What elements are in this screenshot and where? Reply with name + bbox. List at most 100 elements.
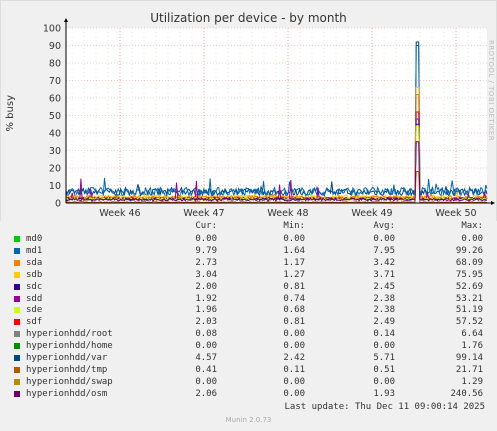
legend-value-avg: 0.51	[373, 364, 395, 375]
y-tick-label: 90	[49, 41, 61, 52]
legend-value-cur: 1.96	[195, 305, 217, 316]
y-tick-label: 40	[49, 129, 61, 140]
legend-value-min: 0.00	[283, 388, 305, 399]
legend-swatch	[14, 319, 20, 326]
legend-value-min: 0.68	[283, 305, 305, 316]
legend-value-cur: 0.00	[195, 234, 217, 244]
legend-row: md1 9.79 1.64 7.95 99.26	[0, 245, 497, 257]
legend-value-min: 0.00	[283, 341, 305, 352]
y-tick-label: 30	[49, 146, 61, 157]
legend-value-cur: 1.92	[195, 293, 217, 304]
chart-line-md1	[65, 45, 488, 198]
legend-value-avg: 1.93	[373, 388, 395, 399]
legend-row: md0 0.00 0.00 0.00 0.00	[0, 233, 497, 245]
legend-row: sda 2.73 1.17 3.42 68.09	[0, 257, 497, 269]
legend-value-min: 1.64	[283, 245, 305, 256]
legend-value-cur: 0.41	[195, 364, 217, 375]
legend-swatch	[14, 283, 20, 290]
legend-swatch	[14, 307, 20, 314]
y-tick-label: 50	[49, 111, 61, 122]
legend-row: sdd 1.92 0.74 2.38 53.21	[0, 293, 497, 305]
legend-series-name: hyperionhdd/root	[26, 329, 113, 340]
legend-swatch	[14, 259, 20, 266]
legend-value-max: 51.19	[455, 305, 483, 316]
legend-value-avg: 0.00	[373, 234, 395, 244]
legend-header: Cur:	[195, 221, 217, 231]
legend-value-cur: 2.00	[195, 281, 217, 292]
legend-row: sde 1.96 0.68 2.38 51.19	[0, 304, 497, 316]
legend-value-min: 0.00	[283, 234, 305, 244]
legend-value-max: 21.71	[455, 364, 483, 375]
chart-line-osm	[65, 141, 488, 202]
legend-swatch	[14, 366, 20, 373]
x-tick-label: Week 49	[351, 208, 392, 219]
legend-swatch	[14, 390, 20, 397]
legend-swatch	[14, 247, 20, 254]
legend-value-min: 0.00	[283, 329, 305, 340]
legend-series-name: hyperionhdd/swap	[26, 376, 113, 387]
y-tick-label: 0	[55, 199, 61, 210]
y-tick-label: 10	[49, 181, 61, 192]
legend-value-avg: 2.38	[373, 293, 395, 304]
legend-value-cur: 3.04	[195, 269, 217, 280]
legend-row: sdf 2.03 0.81 2.49 57.52	[0, 316, 497, 328]
legend-series-name: sdb	[26, 269, 43, 280]
legend-series-name: hyperionhdd/home	[26, 341, 113, 352]
y-tick-label: 80	[49, 59, 61, 70]
legend-row: hyperionhdd/swap 0.00 0.00 0.00 1.29	[0, 376, 497, 388]
legend-value-max: 99.14	[455, 353, 483, 363]
legend-header: Avg:	[373, 221, 395, 231]
legend-series-name: sde	[26, 305, 43, 316]
legend-row: hyperionhdd/root 0.08 0.00 0.14 6.64	[0, 328, 497, 340]
legend-row: sdb 3.04 1.27 3.71 75.95	[0, 269, 497, 281]
legend-value-cur: 9.79	[195, 245, 217, 256]
legend-value-cur: 0.00	[195, 341, 217, 352]
x-tick-label: Week 50	[435, 208, 476, 219]
legend-series-name: sdf	[26, 317, 43, 328]
y-tick-label: 70	[49, 76, 61, 87]
legend-swatch	[14, 236, 20, 242]
legend-series-name: sdc	[26, 281, 43, 292]
legend-value-avg: 0.00	[373, 341, 395, 352]
legend-value-min: 0.11	[283, 364, 305, 375]
legend-value-min: 2.42	[283, 353, 305, 363]
legend-value-min: 0.81	[283, 317, 305, 328]
legend-value-cur: 2.03	[195, 317, 217, 328]
legend-value-min: 0.74	[283, 293, 305, 304]
legend-value-min: 0.81	[283, 281, 305, 292]
legend-value-cur: 0.08	[195, 329, 217, 340]
legend-row: hyperionhdd/tmp 0.41 0.11 0.51 21.71	[0, 364, 497, 376]
x-tick-label: Week 46	[99, 208, 140, 219]
legend-swatch	[14, 343, 20, 350]
legend-value-min: 0.00	[283, 376, 305, 387]
legend-value-avg: 5.71	[373, 353, 395, 363]
legend-value-max: 99.26	[455, 245, 483, 256]
x-tick-label: Week 48	[267, 208, 308, 219]
legend-swatch	[14, 355, 20, 361]
legend-series-name: md0	[26, 234, 43, 244]
chart-line-sda	[65, 94, 488, 201]
munin-version: Munin 2.0.73	[225, 416, 272, 424]
legend-swatch	[14, 331, 20, 338]
chart-title: Utilization per device - by month	[150, 11, 347, 25]
legend-swatch	[14, 378, 20, 385]
y-tick-label: 100	[43, 24, 61, 35]
legend-series-name: md1	[26, 245, 43, 256]
legend-value-avg: 2.49	[373, 317, 395, 328]
legend-value-max: 1.29	[461, 376, 483, 387]
legend-row: hyperionhdd/var 4.57 2.42 5.71 99.14	[0, 352, 497, 364]
y-tick-label: 60	[49, 94, 61, 105]
legend-value-cur: 2.73	[195, 257, 217, 268]
legend-value-avg: 0.00	[373, 376, 395, 387]
legend-header: Min:	[283, 221, 305, 231]
legend-value-max: 68.09	[455, 257, 483, 268]
legend-value-avg: 3.42	[373, 257, 395, 268]
legend-value-cur: 2.06	[195, 388, 217, 399]
legend-row: hyperionhdd/osm 2.06 0.00 1.93 240.56	[0, 388, 497, 400]
legend-series-name: hyperionhdd/osm	[26, 388, 108, 399]
legend-series-name: hyperionhdd/var	[26, 353, 108, 363]
legend-value-avg: 0.14	[373, 329, 395, 340]
legend-series-name: sdd	[26, 293, 43, 304]
legend-row: sdc 2.00 0.81 2.45 52.69	[0, 281, 497, 293]
legend-series-name: sda	[26, 257, 43, 268]
